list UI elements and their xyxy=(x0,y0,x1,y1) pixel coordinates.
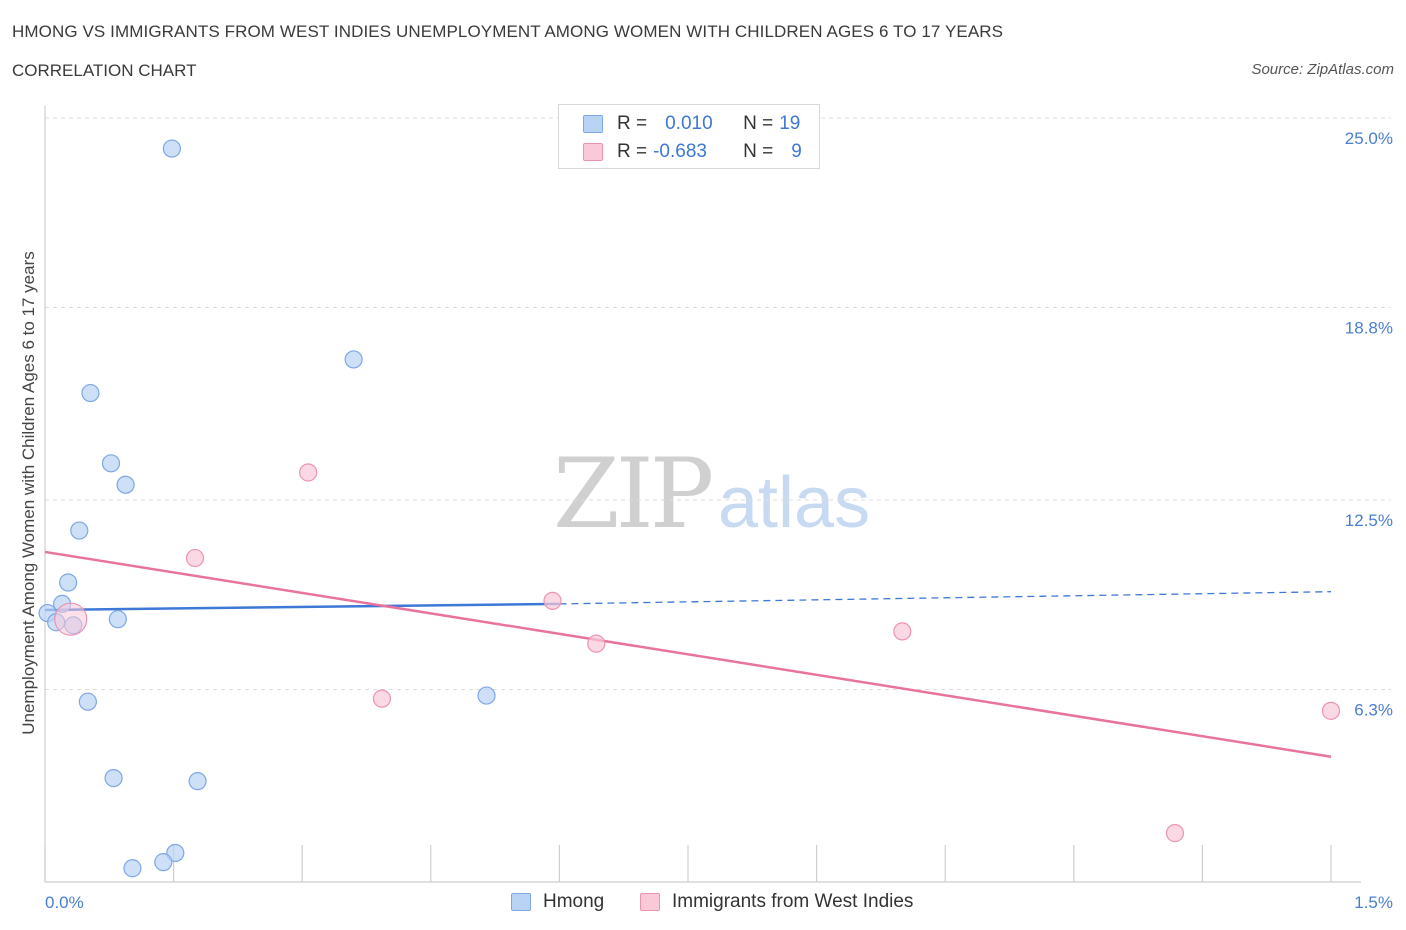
series-legend: Hmong Immigrants from West Indies xyxy=(0,887,1406,917)
hmong-point xyxy=(78,692,97,711)
hmong-point xyxy=(70,521,89,540)
source-credit: Source: ZipAtlas.com xyxy=(1251,61,1394,78)
west-indies-point xyxy=(543,591,562,610)
r-label: R = xyxy=(617,141,648,162)
west-indies-point xyxy=(54,602,88,636)
hmong-point xyxy=(188,772,207,791)
x-tick-label: 1.5% xyxy=(1354,893,1393,912)
legend-item-west-indies[interactable]: Immigrants from West Indies xyxy=(640,887,913,917)
y-axis-title: Unemployment Among Women with Children A… xyxy=(19,251,38,735)
r-label: R = xyxy=(617,113,648,134)
west-indies-point xyxy=(587,634,606,653)
n-value: 9 xyxy=(791,141,802,162)
hmong-trend-line xyxy=(44,602,560,612)
n-value: 19 xyxy=(779,113,801,134)
hmong-point xyxy=(108,610,127,629)
west-indies-trend-line xyxy=(44,550,1332,758)
hmong-swatch xyxy=(511,893,531,911)
correlation-legend: R = 0.010 N = 19 R = -0.683 N = 9 xyxy=(558,104,820,169)
west-indies-swatch xyxy=(583,143,603,161)
hmong-point xyxy=(162,139,181,158)
x-tick-label: 0.0% xyxy=(45,893,84,912)
trend-lines xyxy=(44,550,1332,758)
hmong-point xyxy=(344,350,363,369)
hmong-trend-extension xyxy=(559,591,1332,605)
west-indies-point xyxy=(1321,701,1341,720)
west-indies-swatch xyxy=(640,893,660,911)
hmong-point xyxy=(104,768,123,788)
legend-row-west-indies: R = -0.683 N = 9 xyxy=(583,139,802,165)
chart-subtitle: CORRELATION CHART xyxy=(12,61,197,80)
hmong-point xyxy=(116,475,135,494)
legend-row-hmong: R = 0.010 N = 19 xyxy=(583,111,800,137)
hmong-swatch xyxy=(583,115,603,133)
r-value: 0.010 xyxy=(665,113,713,134)
legend-label-west-indies: Immigrants from West Indies xyxy=(672,891,914,912)
legend-label-hmong: Hmong xyxy=(543,891,605,912)
hmong-point xyxy=(477,686,496,705)
west-indies-point xyxy=(1165,824,1185,843)
hmong-point xyxy=(101,454,121,473)
n-label: N = xyxy=(743,113,774,134)
hmong-point xyxy=(154,853,173,872)
hmong-point xyxy=(81,383,100,403)
west-indies-point xyxy=(185,548,205,568)
legend-item-hmong[interactable]: Hmong xyxy=(511,887,604,917)
axes xyxy=(44,106,1361,883)
n-label: N = xyxy=(743,141,774,162)
y-tick-label: 18.8% xyxy=(1345,318,1393,337)
gridlines xyxy=(45,117,1391,690)
hmong-point xyxy=(166,843,185,863)
west-indies-point xyxy=(299,463,318,482)
y-tick-label: 6.3% xyxy=(1354,700,1393,719)
west-indies-point xyxy=(893,622,912,641)
hmong-point xyxy=(59,573,78,592)
chart-title: HMONG VS IMMIGRANTS FROM WEST INDIES UNE… xyxy=(12,22,1004,41)
y-tick-label: 25.0% xyxy=(1345,129,1393,148)
watermark-atlas: atlas xyxy=(718,463,871,543)
watermark-zip: ZIP xyxy=(553,438,714,550)
r-value: -0.683 xyxy=(653,141,707,162)
west-indies-point xyxy=(372,689,392,708)
tick-labels: 6.3% 12.5% 18.8% 25.0% 0.0% 1.5% xyxy=(45,129,1393,912)
y-tick-label: 12.5% xyxy=(1345,511,1393,530)
data-points xyxy=(38,139,1341,878)
hmong-point xyxy=(123,859,142,878)
